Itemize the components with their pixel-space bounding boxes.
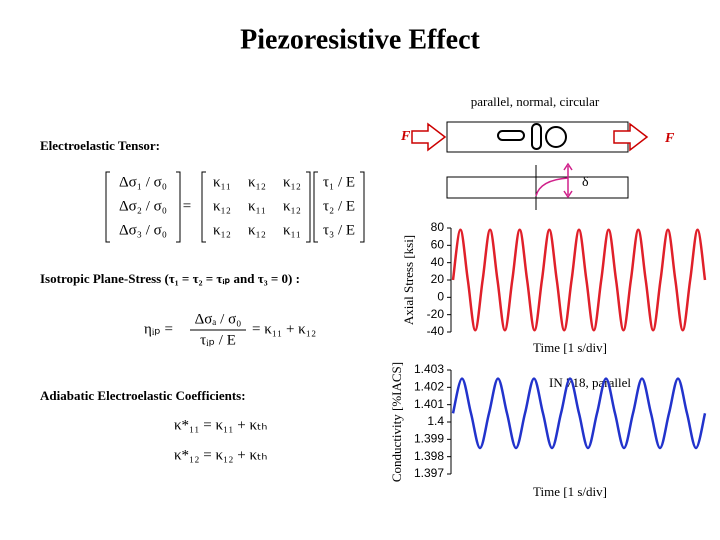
gauge-normal (531, 123, 542, 150)
gauge-parallel (497, 130, 525, 141)
specimen-section (446, 176, 629, 199)
y-tick-label: 60 (431, 238, 445, 252)
matrix-entry: κ₁₂ (283, 198, 301, 214)
force-label: F (664, 131, 675, 146)
y-tick-label: 0 (437, 290, 444, 304)
section-heading: Isotropic Plane-Stress (τ₁ = τ₂ = τᵢₚ an… (40, 271, 300, 286)
force-arrow-right (613, 122, 649, 152)
matrix-entry: κ₁₂ (248, 174, 266, 190)
diagram-caption: parallel, normal, circular (471, 94, 600, 109)
deflection-curve (535, 177, 569, 197)
equals: = (183, 198, 191, 214)
annotation: IN 718, parallel (549, 375, 631, 390)
y-tick-label: 1.401 (414, 397, 444, 411)
y-tick-label: 40 (431, 255, 445, 269)
deflection-arrowheads (563, 162, 573, 199)
matrix-entry: κ₁₂ (213, 222, 231, 238)
rhs-entry: τ₃ / E (323, 222, 355, 238)
y-tick-label: 1.402 (414, 380, 444, 394)
bracket (313, 171, 365, 243)
specimen (446, 121, 629, 153)
equation-rhs: = κ₁₁ + κ₁₂ (252, 321, 316, 337)
y-tick-label: 1.398 (414, 449, 444, 463)
y-tick-label: 1.4 (427, 414, 444, 428)
bracket (201, 171, 311, 243)
matrix-entry: κ₁₂ (283, 174, 301, 190)
x-axis-label: Time [1 s/div] (533, 484, 607, 499)
equation-lhs: ηᵢₚ = (144, 321, 173, 337)
y-tick-label: 1.397 (414, 466, 444, 480)
section-heading: Adiabatic Electroelastic Coefficients: (40, 388, 246, 403)
y-tick-label: 80 (431, 220, 445, 234)
equation: κ*₁₂ = κ₁₂ + κₜₕ (174, 447, 268, 463)
y-tick-label: -40 (427, 324, 445, 338)
tensor-equation: Δσ₁ / σ₀ Δσ₂ / σ₀ Δσ₃ / σ₀ κ₁₁ κ₁₂ κ₁₂ κ₁₂ κ₁₁ κ… (119, 174, 355, 238)
data-line (451, 377, 707, 450)
equation: κ*₁₁ = κ₁₁ + κₜₕ (174, 417, 268, 433)
gauge-circular (545, 126, 567, 148)
data-line (451, 228, 707, 332)
y-tick-label: 1.403 (414, 362, 444, 376)
y-tick-label: -20 (427, 307, 445, 321)
section-heading: Electroelastic Tensor: (40, 138, 160, 153)
fraction-numerator: Δσₐ / σ₀ (195, 311, 242, 327)
y-tick-label: 20 (431, 272, 445, 286)
force-label: F (400, 129, 411, 144)
slide-title: Piezoresistive Effect (240, 24, 480, 55)
bracket (105, 171, 181, 243)
y-axis-label: Conductivity [%IACS] (389, 362, 404, 482)
x-axis-label: Time [1 s/div] (533, 340, 607, 355)
matrix-entry: κ₁₁ (213, 174, 231, 190)
rhs-entry: τ₂ / E (323, 198, 355, 214)
lhs-entry: Δσ₁ / σ₀ (119, 174, 167, 190)
lhs-entry: Δσ₂ / σ₀ (119, 198, 167, 214)
matrix-entry: κ₁₂ (248, 222, 266, 238)
matrix-entry: κ₁₁ (248, 198, 266, 214)
matrix-entry: κ₁₂ (213, 198, 231, 214)
lhs-entry: Δσ₃ / σ₀ (119, 222, 167, 238)
deflection-label: δ (582, 175, 589, 190)
y-tick-label: 1.399 (414, 432, 444, 446)
rhs-entry: τ₁ / E (323, 174, 355, 190)
fraction-denominator: τᵢₚ / E (200, 332, 236, 348)
y-axis-label: Axial Stress [ksi] (401, 235, 416, 325)
force-arrow-left (411, 122, 447, 152)
charts: 80 60 40 20 0 -20 -40 Axial Stress [ksi] Time [1… (389, 220, 707, 499)
matrix-entry: κ₁₁ (283, 222, 301, 238)
